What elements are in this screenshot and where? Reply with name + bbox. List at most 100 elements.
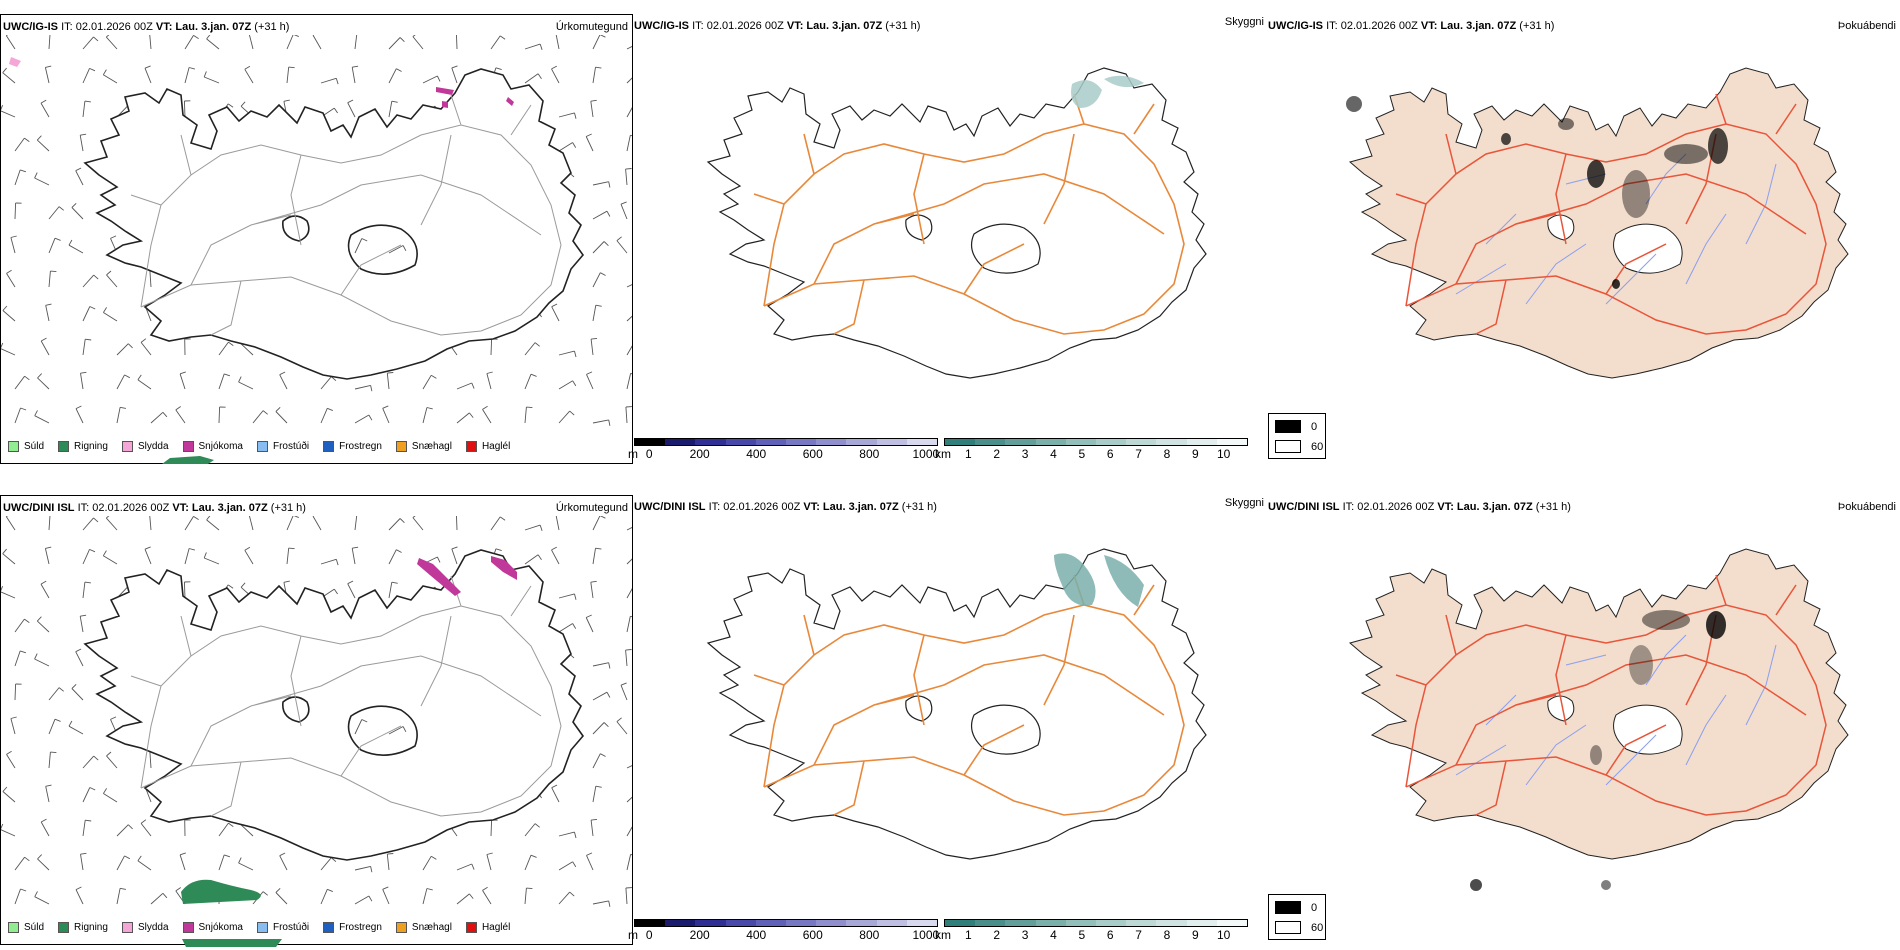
wind-barb-flag — [551, 303, 558, 308]
wind-barb — [586, 374, 594, 390]
wind-barb — [206, 38, 220, 50]
wind-barb-flag — [175, 887, 181, 892]
wind-barb-flag — [586, 852, 593, 856]
wind-barb — [275, 411, 288, 424]
fog-legend-swatch — [1275, 921, 1301, 934]
fog-legend-label: 60 — [1311, 440, 1324, 453]
wind-barb-flag — [574, 593, 577, 600]
wind-barb — [286, 67, 290, 84]
low-visibility-area — [1071, 75, 1144, 108]
wind-barb — [524, 374, 532, 390]
wind-barb-flag — [93, 36, 99, 42]
wind-barb — [320, 376, 332, 390]
wind-barb-flag — [591, 818, 598, 821]
wind-barb — [252, 410, 264, 424]
wind-barb — [238, 862, 254, 871]
wind-barb — [14, 137, 25, 152]
wind-barb-flag — [537, 73, 542, 79]
wind-barb — [551, 549, 560, 565]
wind-barb-flag — [40, 818, 47, 823]
fog-map — [1348, 548, 1849, 891]
wind-barb-flag — [10, 235, 17, 238]
wind-barb-flag — [10, 716, 17, 719]
visibility-label: Skyggni — [1224, 497, 1264, 509]
colorbar-segment — [695, 920, 726, 926]
wind-barb — [204, 76, 220, 84]
wind-barb-flag — [106, 751, 112, 757]
valid-time: VT: Lau. 3.jan. 07Z — [172, 502, 268, 514]
wind-barb-flag — [75, 167, 82, 172]
wind-barb — [14, 375, 25, 390]
wind-barb — [48, 719, 56, 735]
wind-barb-flag — [572, 861, 577, 868]
row2-precip-title: UWC/DINI ISL IT: 02.01.2026 00Z VT: Lau.… — [3, 502, 306, 514]
wind-barb — [592, 181, 609, 186]
colorbar-segment — [816, 920, 847, 926]
wind-barb — [551, 68, 560, 84]
wind-barb-flag — [84, 581, 91, 584]
visibility-map — [706, 548, 1207, 860]
wind-barb — [451, 548, 458, 565]
wind-barb-flag — [93, 274, 99, 280]
wind-barb-flag — [179, 852, 186, 856]
wind-barb — [144, 68, 152, 84]
wind-barb — [347, 583, 356, 599]
wind-barb-flag — [331, 857, 337, 862]
wind-barb — [625, 887, 628, 905]
wind-barb — [590, 101, 594, 118]
wind-barb — [184, 35, 194, 50]
wind-barb — [558, 380, 573, 390]
wind-barb-flag — [58, 687, 64, 692]
colorbar-tick: 600 — [802, 928, 823, 942]
colorbar-segment — [945, 920, 976, 926]
colorbar-labels: km 1 2 3 4 5 6 7 8 9 10 — [935, 927, 1248, 942]
wind-barb — [14, 888, 21, 905]
wind-barb-flag — [569, 891, 575, 897]
wind-barb — [388, 518, 401, 531]
wind-barb — [412, 36, 424, 50]
wind-barb — [103, 74, 118, 84]
wind-barb-flag — [175, 406, 181, 411]
wind-barb-flag — [54, 718, 61, 722]
wind-barb — [244, 550, 254, 565]
legend-label: Slydda — [137, 922, 169, 933]
wind-barb-flag — [20, 650, 27, 654]
wind-barb — [48, 206, 60, 220]
wind-barb-flag — [238, 376, 242, 383]
wind-barb-flag — [279, 852, 286, 857]
wind-barb — [68, 244, 84, 254]
init-time: IT: 02.01.2026 00Z — [1342, 501, 1435, 513]
legend-swatch — [182, 922, 194, 933]
colorbar-tick: 4 — [1050, 447, 1057, 461]
legend-swatch — [465, 441, 477, 452]
wind-barb-flag — [262, 891, 268, 896]
wind-barb-flag — [387, 853, 394, 855]
wind-barb — [312, 516, 322, 531]
wind-barb — [626, 588, 632, 599]
rain-area-outside — [162, 456, 214, 464]
colorbar-segment — [1126, 920, 1157, 926]
wind-barb — [82, 36, 94, 50]
wind-barb — [75, 889, 84, 905]
wind-barb — [351, 67, 356, 84]
wind-barb — [103, 793, 118, 803]
wind-barb — [184, 516, 194, 531]
wind-barb — [626, 284, 632, 288]
legend-swatch — [395, 922, 407, 933]
wind-barb — [240, 824, 254, 837]
wind-barb — [524, 855, 532, 871]
wind-barb-flag — [144, 65, 151, 69]
wind-barb-flag — [203, 71, 207, 78]
wind-barb — [37, 377, 50, 390]
wind-barb — [626, 345, 632, 356]
snowfall-area — [436, 87, 514, 108]
colorbar-tick: 800 — [859, 447, 880, 461]
wind-barb-flag — [179, 371, 186, 375]
wind-barb-flag — [534, 823, 540, 828]
wind-barb-flag — [534, 342, 540, 347]
wind-barb — [249, 35, 254, 50]
wind-barb — [422, 75, 438, 84]
wind-barb — [5, 516, 16, 531]
colorbar-tick: 1 — [964, 447, 972, 461]
row1-precip-title: UWC/IG-IS IT: 02.01.2026 00Z VT: Lau. 3.… — [3, 21, 289, 33]
